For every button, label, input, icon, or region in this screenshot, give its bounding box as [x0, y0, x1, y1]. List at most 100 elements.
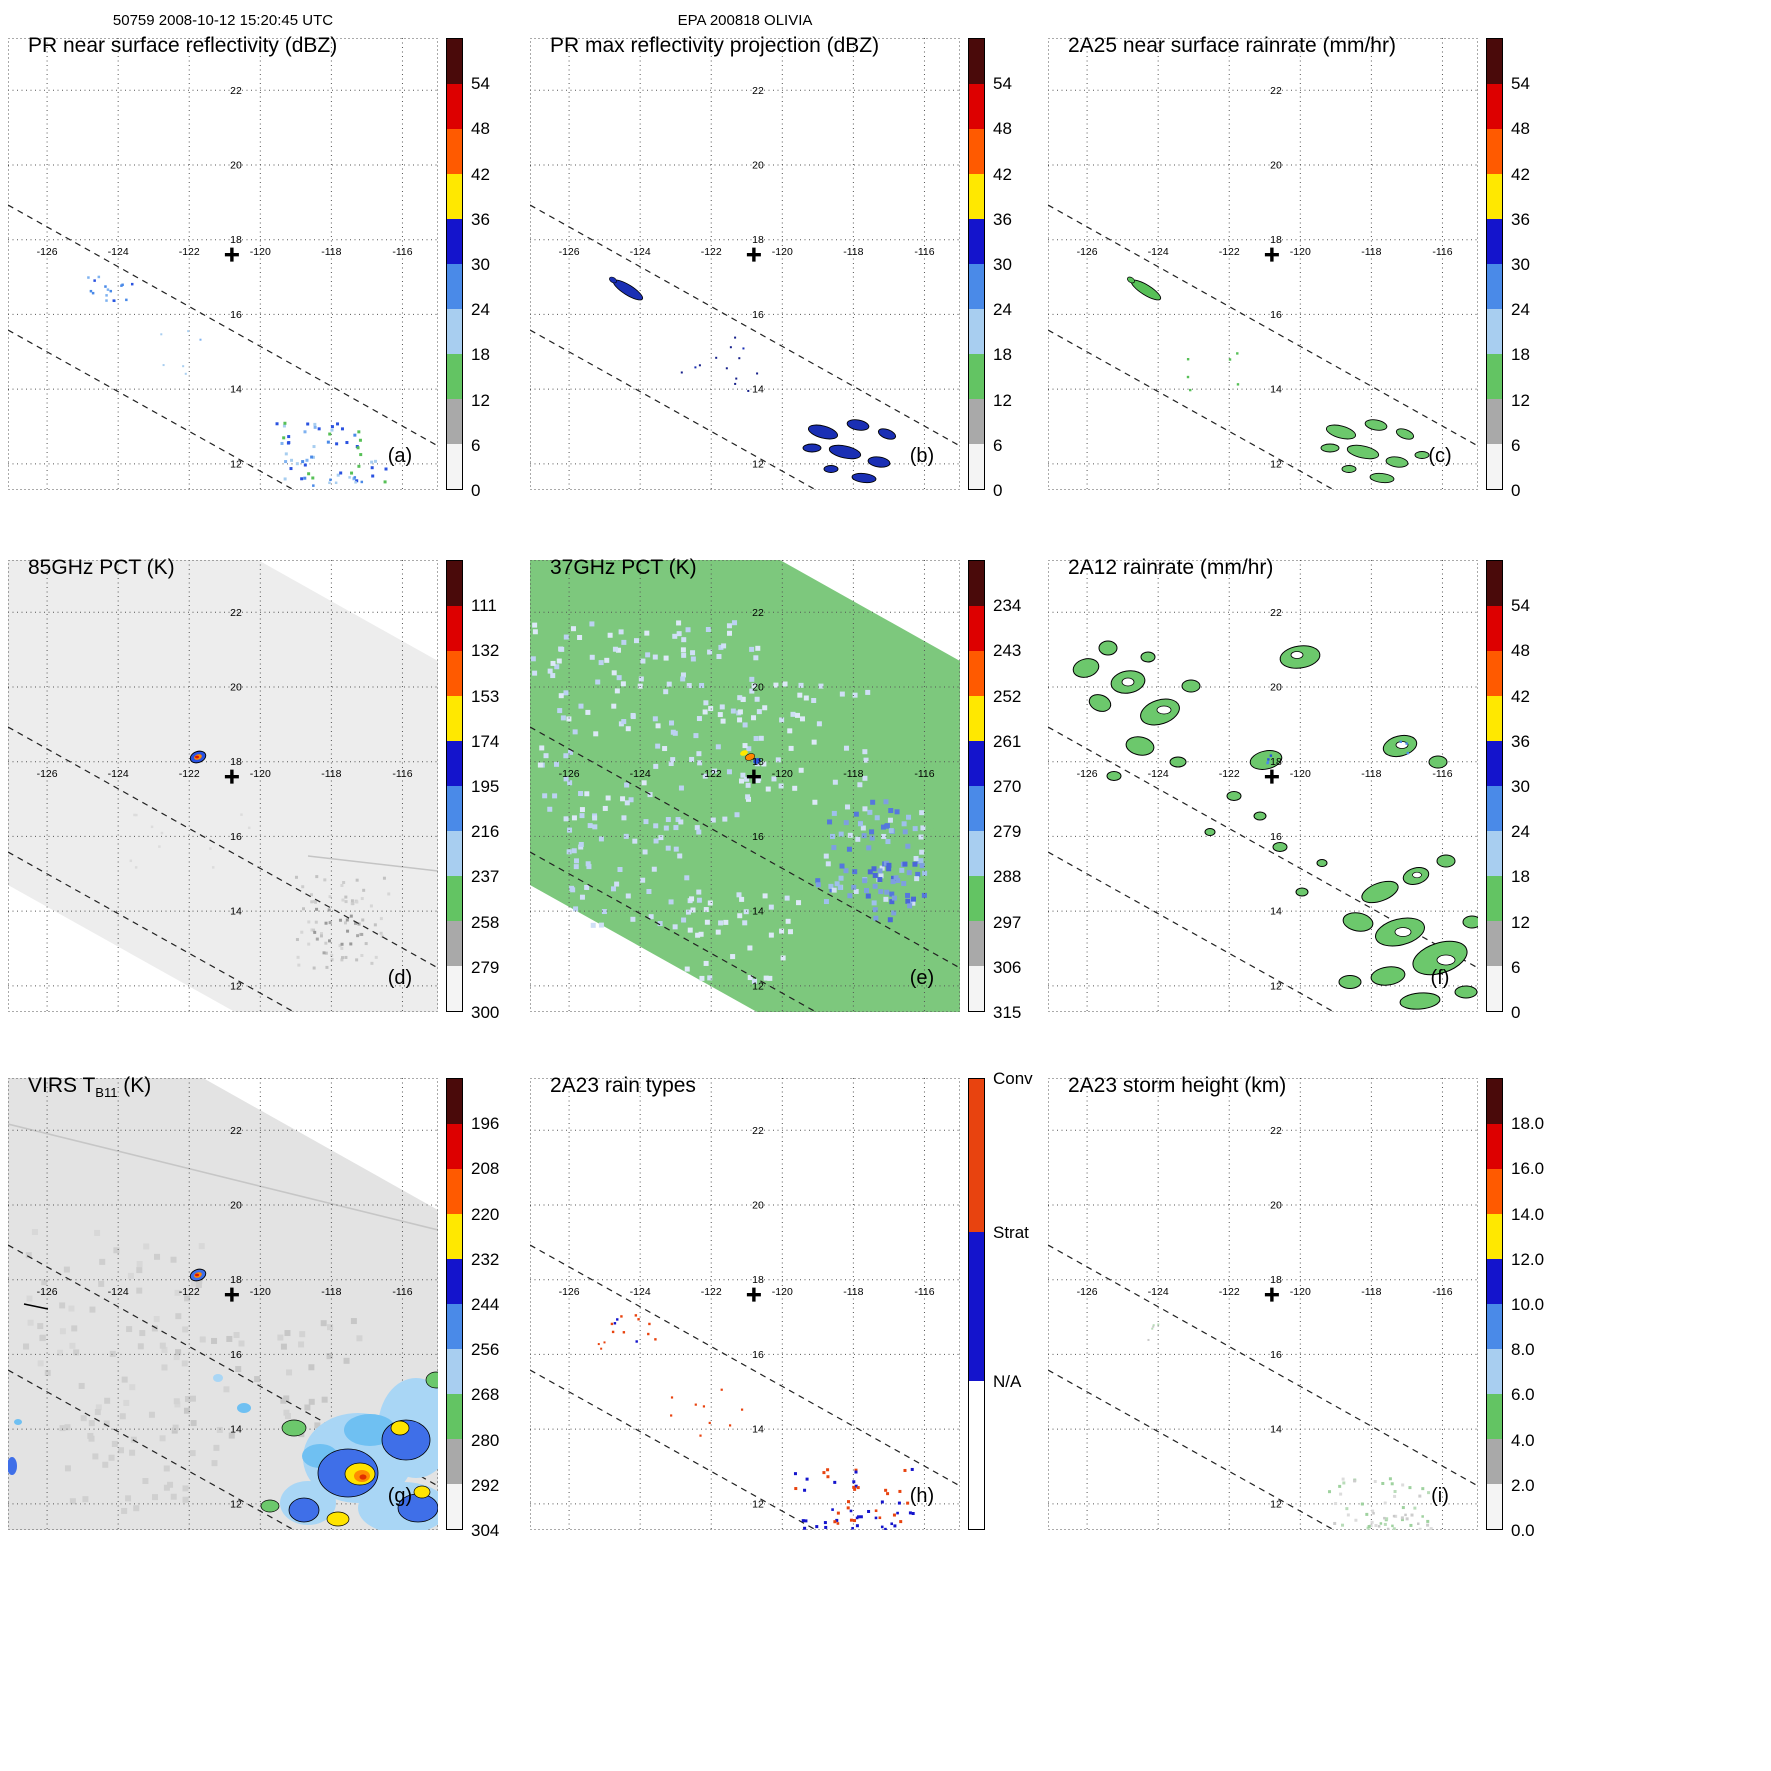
colorbar-tick-label: 292 [471, 1475, 500, 1495]
storm-center-marker [224, 247, 239, 262]
lon-tick-label: -122 [701, 1286, 722, 1298]
colorbar-segment [1487, 1304, 1502, 1349]
lon-tick-label: -122 [701, 768, 722, 780]
colorbar-tick-label: 36 [993, 209, 1012, 229]
lat-tick-label: 14 [230, 1424, 242, 1436]
lat-tick-label: 14 [752, 384, 764, 396]
storm-center-marker [1264, 769, 1279, 784]
lon-tick-label: -122 [1219, 768, 1240, 780]
colorbar-tick-label: 36 [1511, 731, 1530, 751]
colorbar-tick-label: 14.0 [1511, 1204, 1545, 1224]
lat-tick-label: 22 [1270, 1125, 1282, 1137]
colorbar-tick-label: 2.0 [1511, 1475, 1535, 1495]
colorbar-tick-label: 195 [471, 777, 500, 796]
panel-2a25-rain: 2A25 near surface rainrate (mm/hr) -126 -1… [1048, 34, 1610, 558]
colorbar-segment [1487, 606, 1502, 651]
lon-tick-label: -118 [1361, 246, 1381, 258]
lat-tick-label: 20 [1270, 160, 1282, 172]
colorbar-segment [969, 309, 984, 354]
map-2a12-rain: -126 -124 -122 -120 -118 -116 22 20 18 16 14 12 (f) [1048, 560, 1478, 1012]
colorbar-tick-label: 132 [471, 641, 500, 661]
colorbar-segment [1487, 651, 1502, 696]
colorbar-tick-label: 6 [1511, 435, 1521, 455]
colorbar-segment [1487, 561, 1502, 606]
lon-tick-label: -120 [1290, 1286, 1311, 1298]
lat-tick-label: 22 [752, 607, 764, 619]
lat-tick-label: 18 [230, 756, 242, 768]
colorbar-segment [447, 741, 462, 786]
colorbar-segment [969, 1232, 984, 1381]
panel-title-pr-maxz: PR max reflectivity projection (dBZ) [550, 34, 880, 57]
panel-letter: (b) [910, 445, 934, 467]
colorbar-tick-label: 36 [1511, 209, 1530, 229]
colorbar-segment [447, 1439, 462, 1484]
lon-tick-label: -116 [914, 246, 934, 258]
colorbar-tick-label: 12.0 [1511, 1249, 1545, 1269]
colorbar-segment [447, 606, 462, 651]
panel-title-2a23-types: 2A23 rain types [550, 1074, 696, 1097]
colorbar-tick-label: 54 [1511, 596, 1530, 616]
colorbar-segment [969, 741, 984, 786]
colorbar-tick-label: 16.0 [1511, 1159, 1545, 1179]
storm-center-marker [224, 769, 239, 784]
lon-tick-label: -120 [772, 768, 793, 780]
lon-tick-label: -118 [321, 1286, 341, 1298]
colorbar-tick-label: 12 [993, 390, 1012, 410]
colorbar-segment [447, 921, 462, 966]
storm-center-marker [1264, 247, 1279, 262]
lat-tick-label: 12 [230, 1498, 242, 1510]
lat-tick-label: 18 [230, 1274, 242, 1286]
lon-tick-label: -118 [321, 768, 341, 780]
panel-85ghz-pct: 85GHz PCT (K) -126 -124 -122 -120 -118 -116 22 2… [8, 556, 570, 1080]
panel-2a23-height: 2A23 storm height (km) -126 -124 -122 -120 -1… [1048, 1074, 1610, 1598]
colorbar-segment [447, 1394, 462, 1439]
colorbar-segment [447, 966, 462, 1011]
colorbar-segment [447, 876, 462, 921]
colorbar-tick-label: 24 [1511, 822, 1530, 842]
colorbar-segment [447, 39, 462, 84]
panel-letter: (d) [388, 967, 412, 989]
colorbar-segment [447, 561, 462, 606]
colorbar-segment [447, 1304, 462, 1349]
lon-tick-label: -120 [772, 1286, 793, 1298]
colorbar-tick-label: 279 [471, 957, 500, 977]
lon-tick-label: -126 [1077, 768, 1098, 780]
colorbar-tick-label: 297 [993, 912, 1022, 932]
lon-tick-label: -118 [843, 1286, 863, 1298]
colorbar-segment [1487, 1394, 1502, 1439]
colorbar-tick-label: 30 [1511, 255, 1530, 274]
colorbar-tick-label: 0 [1511, 1003, 1521, 1022]
colorbar-segment [969, 354, 984, 399]
colorbar-segment [969, 786, 984, 831]
lat-tick-label: 16 [1270, 309, 1282, 321]
lat-tick-label: 18 [752, 756, 764, 768]
map-virs-tb11: -126 -124 -122 -120 -118 -116 22 20 18 16 14 12 (g) [8, 1078, 438, 1530]
colorbar-tick-label: 315 [993, 1003, 1022, 1022]
colorbar-segment [969, 606, 984, 651]
colorbar-tick-label: 48 [471, 119, 490, 139]
colorbar-segment [447, 399, 462, 444]
lat-tick-label: 18 [230, 234, 242, 246]
panel-pr-maxz: PR max reflectivity projection (dBZ) -126… [530, 34, 1092, 558]
map-37ghz-pct: -126 -124 -122 -120 -118 -116 22 20 18 16 14 12 (e) [530, 560, 960, 1012]
lon-tick-label: -120 [1290, 768, 1311, 780]
colorbar-segment [447, 264, 462, 309]
panel-title-2a12-rain: 2A12 rainrate (mm/hr) [1068, 556, 1274, 579]
colorbar-tick-label: 244 [471, 1295, 500, 1314]
colorbar-segment [969, 174, 984, 219]
colorbar-segment [447, 1169, 462, 1214]
lat-tick-label: 22 [230, 1125, 242, 1137]
lon-tick-label: -126 [559, 246, 580, 258]
lon-tick-label: -124 [630, 768, 651, 780]
storm-center-marker [224, 1287, 239, 1302]
lon-tick-label: -120 [250, 1286, 271, 1298]
colorbar-segment [969, 651, 984, 696]
lon-tick-label: -118 [1361, 1286, 1381, 1298]
colorbar-tick-label: 6 [1511, 957, 1521, 977]
storm-center-marker [746, 247, 761, 262]
lat-tick-label: 12 [230, 458, 242, 470]
colorbar-segment [447, 786, 462, 831]
lat-tick-label: 18 [1270, 234, 1282, 246]
colorbar-segment [447, 696, 462, 741]
colorbar-tick-label: 8.0 [1511, 1340, 1535, 1360]
